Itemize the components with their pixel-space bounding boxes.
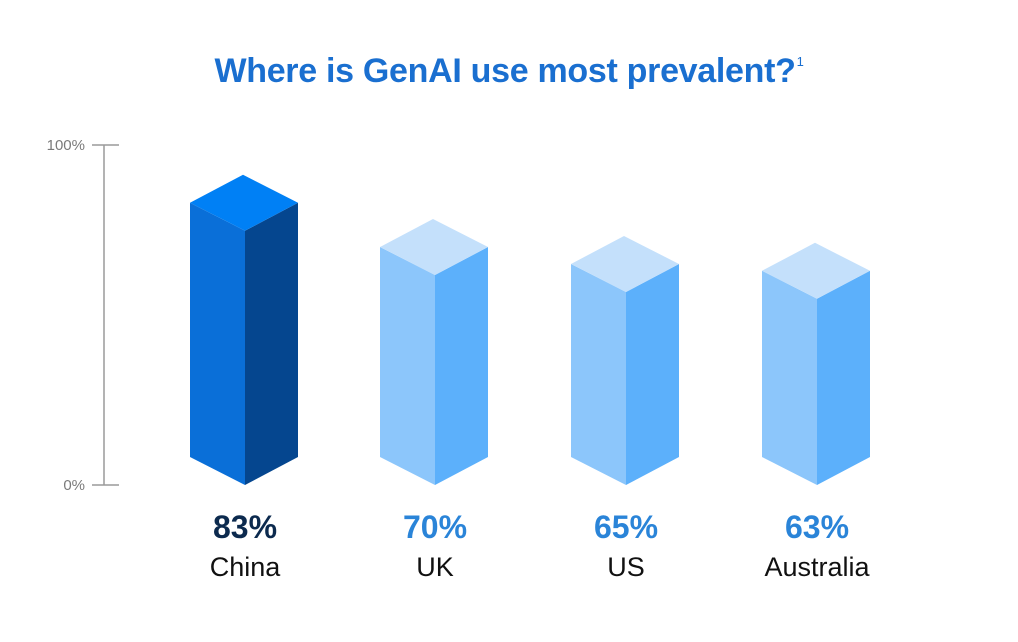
chart-title-text: Where is GenAI use most prevalent? <box>214 52 796 90</box>
category-label: US <box>607 552 645 582</box>
bar-australia <box>762 242 870 485</box>
category-label: Australia <box>764 552 870 582</box>
chart-title: Where is GenAI use most prevalent?1 <box>0 52 1018 91</box>
bar-top-face <box>380 219 488 275</box>
bar-front-face <box>380 247 435 485</box>
title-footnote-marker: 1 <box>796 54 804 69</box>
bar-side-face <box>245 202 298 486</box>
value-label: 70% <box>403 509 467 545</box>
labels-group: 83% China 70% UK 65% US 63% Australia <box>210 509 871 582</box>
category-label: UK <box>416 552 454 582</box>
bar-side-face <box>435 247 488 485</box>
y-tick-label: 100% <box>47 137 85 154</box>
value-label: 65% <box>594 509 658 545</box>
bar-front-face <box>571 264 626 485</box>
value-label: 63% <box>785 509 849 545</box>
bar-top-face <box>190 174 298 231</box>
y-axis: 100% 0% <box>47 137 119 494</box>
category-label: China <box>210 552 282 582</box>
bar-front-face <box>190 202 245 486</box>
value-label: 83% <box>213 509 277 545</box>
bar-top-face <box>571 236 679 292</box>
bar-uk <box>380 219 488 485</box>
bar-front-face <box>762 270 817 485</box>
bars-group <box>190 174 870 486</box>
bar-side-face <box>626 264 679 485</box>
bar-us <box>571 236 679 485</box>
y-tick-label: 0% <box>63 477 85 494</box>
bar-side-face <box>817 270 870 485</box>
bar-china <box>190 174 298 486</box>
bar-top-face <box>762 242 870 299</box>
